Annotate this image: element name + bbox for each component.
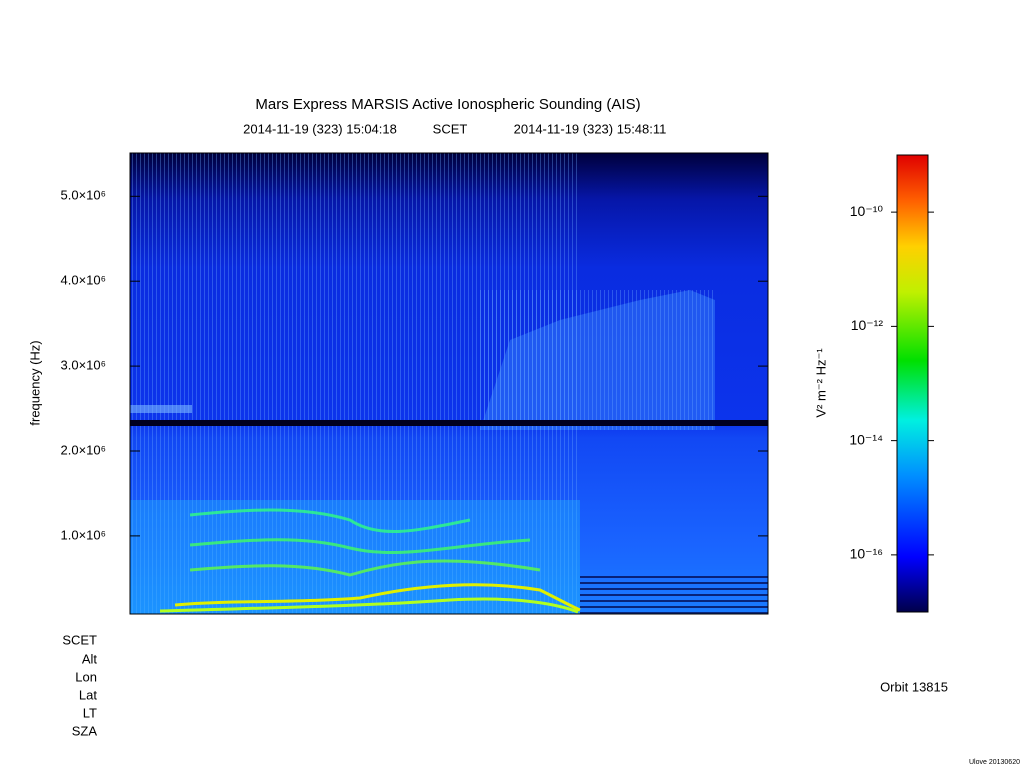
colorbar-tick-label: 10⁻¹⁴ bbox=[849, 431, 883, 447]
bright-band bbox=[130, 405, 192, 413]
echo-trace bbox=[159, 597, 579, 614]
y-tick-label: 3.0×10⁶ bbox=[61, 358, 106, 373]
y-axis-label: frequency (Hz) bbox=[27, 340, 42, 425]
ephemeris-label: Lat bbox=[79, 687, 97, 702]
echo-traces bbox=[159, 508, 581, 614]
colorbar bbox=[896, 154, 929, 613]
echo-trace bbox=[189, 508, 471, 534]
plot-frame bbox=[129, 152, 769, 615]
colorbar-tick-label: 10⁻¹² bbox=[851, 317, 884, 333]
y-tick-label: 4.0×10⁶ bbox=[61, 273, 106, 288]
ephemeris-label: LT bbox=[83, 705, 97, 720]
ephemeris-label: Lon bbox=[75, 669, 97, 684]
echo-trace bbox=[174, 583, 581, 612]
low-band bbox=[130, 500, 580, 614]
colorbar-label: V² m⁻² Hz⁻¹ bbox=[813, 348, 828, 418]
orbit: Orbit 13815 bbox=[880, 679, 948, 694]
echo-trace bbox=[189, 538, 531, 555]
chart-title: Mars Express MARSIS Active Ionospheric S… bbox=[255, 96, 640, 113]
start-time: 2014-11-19 (323) 15:04:18 bbox=[243, 121, 397, 136]
colorbar-tick-label: 10⁻¹⁶ bbox=[850, 546, 883, 562]
dark-band bbox=[130, 420, 768, 426]
ephemeris-label: SCET bbox=[62, 632, 97, 647]
time-system: SCET bbox=[433, 121, 468, 136]
colorbar-tick-label: 10⁻¹⁰ bbox=[850, 203, 884, 219]
low-band-right bbox=[580, 575, 768, 614]
y-tick-label: 1.0×10⁶ bbox=[61, 527, 106, 542]
end-time: 2014-11-19 (323) 15:48:11 bbox=[514, 121, 667, 136]
ephemeris-label: Alt bbox=[82, 651, 98, 666]
y-tick-label: 5.0×10⁶ bbox=[61, 188, 106, 203]
ephemeris-label: SZA bbox=[72, 723, 98, 738]
echo-trace bbox=[189, 559, 541, 577]
ionosphere-echo-texture bbox=[480, 290, 715, 430]
version: Ulove 20130620 bbox=[969, 759, 1020, 766]
y-tick-label: 2.0×10⁶ bbox=[61, 442, 106, 457]
spectrogram bbox=[129, 152, 769, 615]
